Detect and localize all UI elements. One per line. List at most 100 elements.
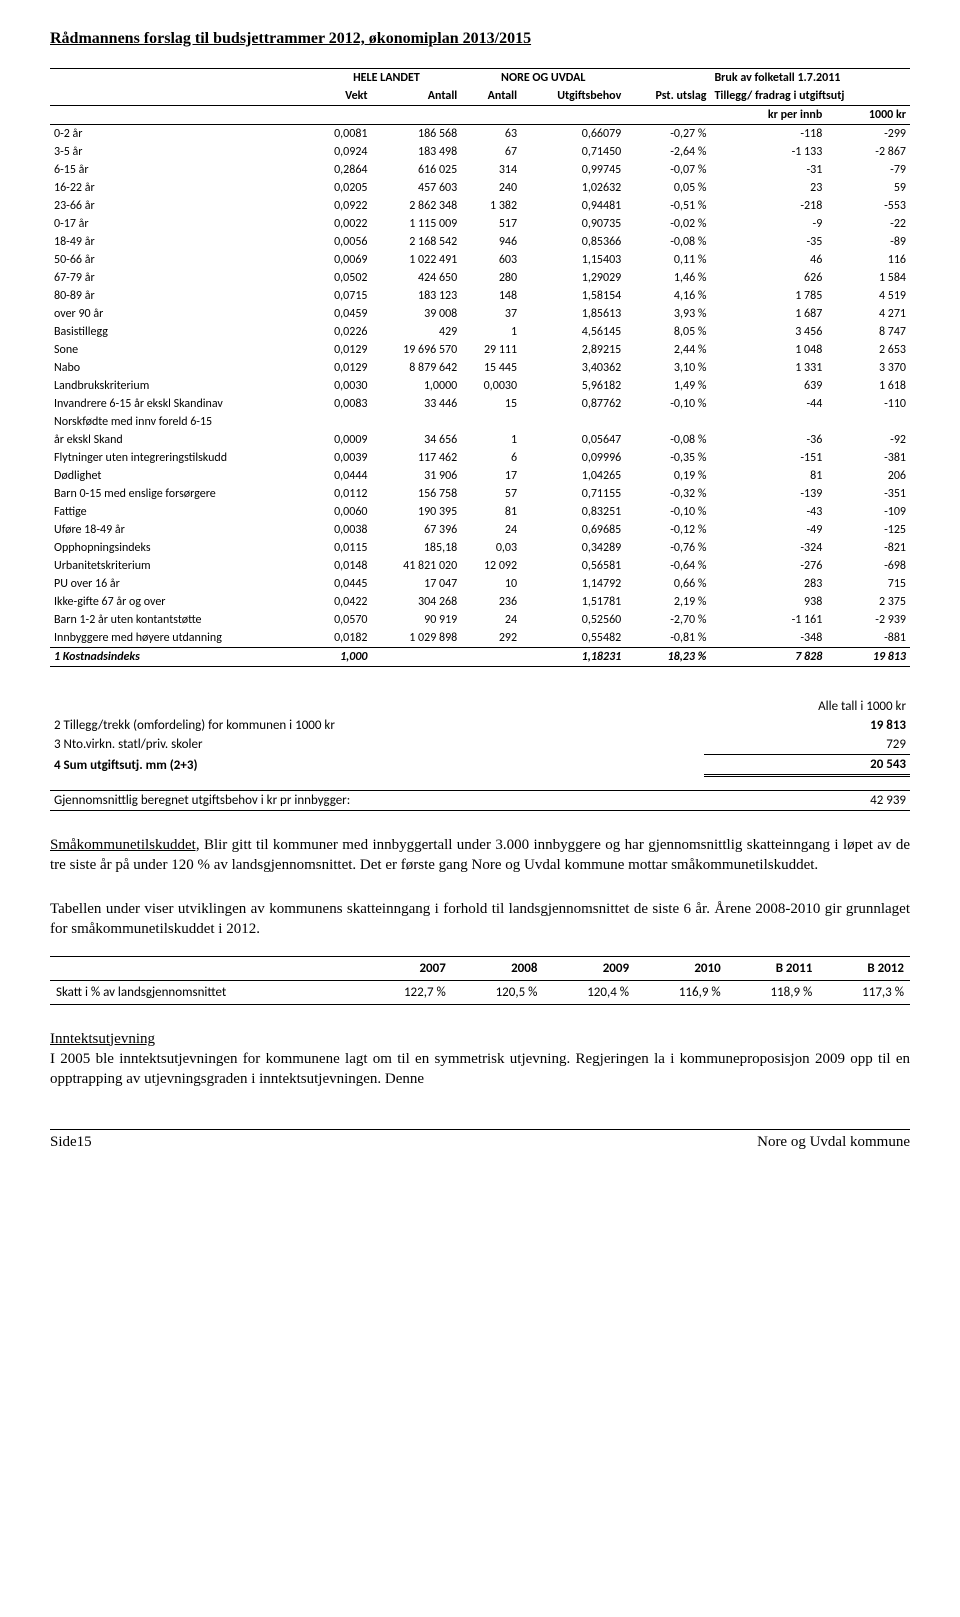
row-value: -276: [710, 557, 826, 575]
row-value: 34 656: [371, 431, 461, 449]
row-value: -89: [826, 233, 910, 251]
row-label: 0-17 år: [50, 215, 312, 233]
row-value: -92: [826, 431, 910, 449]
total-label: 1 Kostnadsindeks: [50, 648, 312, 667]
row-value: -151: [710, 449, 826, 467]
row-value: 3,40362: [521, 359, 625, 377]
row-value: 2,89215: [521, 341, 625, 359]
table-row: Barn 1-2 år uten kontantstøtte0,057090 9…: [50, 611, 910, 629]
summary-r2-val: 19 813: [704, 716, 910, 735]
row-value: 67: [461, 143, 521, 161]
row-value: -553: [826, 197, 910, 215]
row-value: 3 456: [710, 323, 826, 341]
row-label: Nabo: [50, 359, 312, 377]
row-value: 0,69685: [521, 521, 625, 539]
row-value: -0,08 %: [625, 233, 710, 251]
row-value: 1,0000: [371, 377, 461, 395]
row-value: 0,05 %: [625, 179, 710, 197]
skatt-table: 2007 2008 2009 2010 B 2011 B 2012 Skatt …: [50, 956, 910, 1005]
row-value: 0,0148: [312, 557, 372, 575]
row-value: 0,0924: [312, 143, 372, 161]
row-value: -31: [710, 161, 826, 179]
summary-r5-label: Gjennomsnittlig beregnet utgiftsbehov i …: [50, 790, 704, 810]
row-value: 17: [461, 467, 521, 485]
table-row: 16-22 år0,0205457 6032401,026320,05 %235…: [50, 179, 910, 197]
total-v3: [461, 648, 521, 667]
row-value: 31 906: [371, 467, 461, 485]
row-label: 6-15 år: [50, 161, 312, 179]
row-value: 0,0445: [312, 575, 372, 593]
row-label: Urbanitetskriterium: [50, 557, 312, 575]
row-value: 0,55482: [521, 629, 625, 648]
row-value: -351: [826, 485, 910, 503]
row-value: 0,0459: [312, 305, 372, 323]
row-value: [521, 413, 625, 431]
row-value: 8 879 642: [371, 359, 461, 377]
row-value: -218: [710, 197, 826, 215]
row-value: 90 919: [371, 611, 461, 629]
row-value: [710, 413, 826, 431]
row-value: 116: [826, 251, 910, 269]
row-value: [312, 413, 372, 431]
row-value: -22: [826, 215, 910, 233]
row-label: 3-5 år: [50, 143, 312, 161]
row-value: 1,04265: [521, 467, 625, 485]
row-value: 8 747: [826, 323, 910, 341]
table-row: Landbrukskriterium0,00301,00000,00305,96…: [50, 377, 910, 395]
footer-right: Nore og Uvdal kommune: [757, 1134, 910, 1151]
row-value: 8,05 %: [625, 323, 710, 341]
superhead-bruk: Bruk av folketall 1.7.2011: [710, 69, 910, 88]
row-value: -0,32 %: [625, 485, 710, 503]
row-value: 0,0205: [312, 179, 372, 197]
row-value: -0,02 %: [625, 215, 710, 233]
table-row: 67-79 år0,0502424 6502801,290291,46 %626…: [50, 269, 910, 287]
table-row: Barn 0-15 med enslige forsørgere0,011215…: [50, 485, 910, 503]
row-value: 280: [461, 269, 521, 287]
row-value: 715: [826, 575, 910, 593]
row-value: 1 022 491: [371, 251, 461, 269]
summary-r5-val: 42 939: [704, 790, 910, 810]
skatt-h1: 2007: [360, 956, 452, 980]
row-value: 938: [710, 593, 826, 611]
table-row: Dødlighet0,044431 906171,042650,19 %8120…: [50, 467, 910, 485]
footer-left: Side15: [50, 1134, 92, 1151]
row-label: Invandrere 6-15 år ekskl Skandinav: [50, 395, 312, 413]
row-value: 240: [461, 179, 521, 197]
row-value: 1,46 %: [625, 269, 710, 287]
row-value: 0,0444: [312, 467, 372, 485]
row-value: 0,09996: [521, 449, 625, 467]
row-label: Sone: [50, 341, 312, 359]
row-value: -0,76 %: [625, 539, 710, 557]
row-value: 1,85613: [521, 305, 625, 323]
summary-r3-label: 3 Nto.virkn. statl/priv. skoler: [50, 735, 704, 755]
row-value: -139: [710, 485, 826, 503]
summary-r2-label: 2 Tillegg/trekk (omfordeling) for kommun…: [50, 716, 704, 735]
row-value: 1,49 %: [625, 377, 710, 395]
total-v2: [371, 648, 461, 667]
row-value: 2 168 542: [371, 233, 461, 251]
row-value: 429: [371, 323, 461, 341]
table-row: Uføre 18-49 år0,003867 396240,69685-0,12…: [50, 521, 910, 539]
row-value: -324: [710, 539, 826, 557]
summary-table: Alle tall i 1000 kr 2 Tillegg/trekk (omf…: [50, 697, 910, 811]
row-label: Basistillegg: [50, 323, 312, 341]
row-value: 1 048: [710, 341, 826, 359]
table-row: Invandrere 6-15 år ekskl Skandinav0,0083…: [50, 395, 910, 413]
row-label: Dødlighet: [50, 467, 312, 485]
row-value: 1,29029: [521, 269, 625, 287]
row-value: 1,51781: [521, 593, 625, 611]
row-value: 81: [461, 503, 521, 521]
skatt-v1: 120,5 %: [452, 980, 544, 1004]
table-row: 0-17 år0,00221 115 0095170,90735-0,02 %-…: [50, 215, 910, 233]
row-value: 0,0112: [312, 485, 372, 503]
row-value: 0,0182: [312, 629, 372, 648]
row-value: 0,83251: [521, 503, 625, 521]
skatt-h3: 2009: [543, 956, 635, 980]
row-value: 626: [710, 269, 826, 287]
row-value: -79: [826, 161, 910, 179]
row-label: 67-79 år: [50, 269, 312, 287]
row-value: [371, 413, 461, 431]
row-value: 5,96182: [521, 377, 625, 395]
summary-title: Alle tall i 1000 kr: [704, 697, 910, 716]
row-value: 46: [710, 251, 826, 269]
